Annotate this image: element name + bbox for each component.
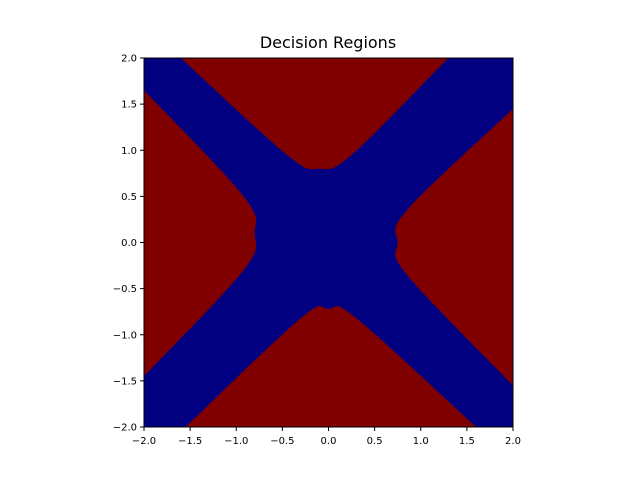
x-tick-label: 0.0 [321, 436, 337, 447]
x-tick-label: 0.5 [367, 436, 383, 447]
y-tick-label: −0.5 [113, 284, 137, 295]
y-tick-label: 1.0 [121, 146, 137, 157]
x-axis: −2.0 −1.5 −1.0 −0.5 0.0 0.5 1.0 1.5 2.0 [132, 427, 521, 447]
y-tick-label: −2.0 [113, 423, 137, 434]
region-top [180, 58, 449, 170]
y-tick-label: −1.5 [113, 376, 137, 387]
x-tick-label: 1.5 [459, 436, 475, 447]
plot-area [143, 57, 514, 428]
x-tick-label: −1.0 [224, 436, 248, 447]
y-axis: −2.0 −1.5 −1.0 −0.5 0.0 0.5 1.0 1.5 2.0 [113, 54, 144, 434]
y-tick-label: −1.0 [113, 330, 137, 341]
x-tick-label: −1.5 [178, 436, 202, 447]
region-left [144, 90, 257, 377]
x-tick-label: 1.0 [413, 436, 429, 447]
x-tick-label: −0.5 [270, 436, 294, 447]
y-tick-label: 1.5 [121, 100, 137, 111]
x-tick-label: −2.0 [132, 436, 156, 447]
y-tick-label: 0.5 [121, 192, 137, 203]
y-tick-label: 2.0 [121, 54, 137, 65]
region-right [395, 108, 513, 386]
region-bottom [185, 306, 477, 427]
x-tick-label: 2.0 [505, 436, 521, 447]
chart-title: Decision Regions [260, 33, 396, 52]
y-tick-label: 0.0 [121, 238, 137, 249]
